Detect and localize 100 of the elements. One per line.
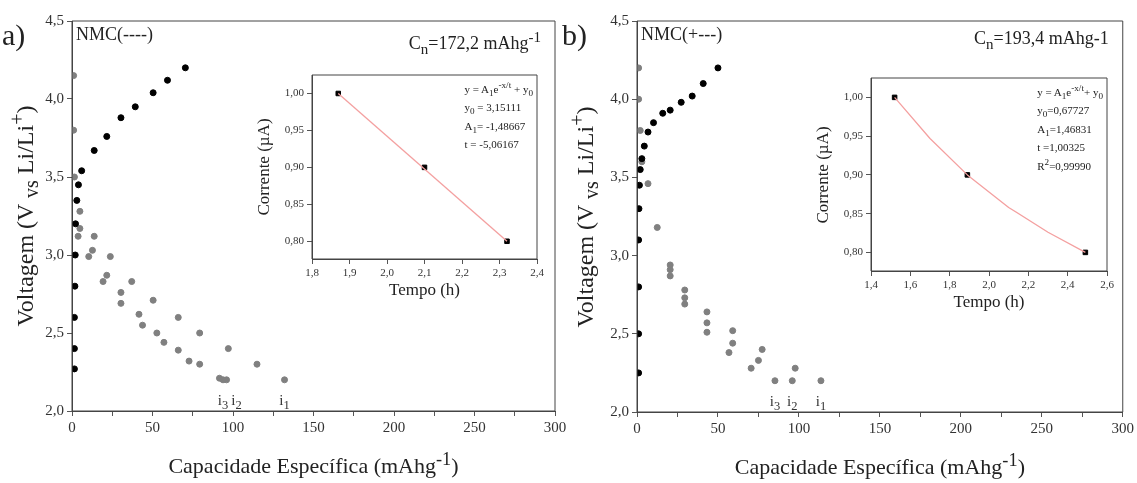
point [117, 288, 125, 296]
point [637, 126, 644, 134]
point [754, 356, 762, 364]
point [149, 89, 157, 97]
point [637, 166, 644, 174]
chart-title: a) [2, 18, 26, 51]
x-tick-label: 200 [382, 418, 406, 435]
x-tick-label: 0 [633, 419, 641, 436]
x-tick-label: 250 [1030, 419, 1054, 436]
y-tick-label: 4,5 [610, 11, 629, 28]
point [153, 329, 161, 337]
point [149, 296, 157, 304]
point [88, 246, 96, 254]
chart-title: b) [562, 18, 587, 51]
point [174, 313, 182, 321]
point [714, 64, 722, 72]
point [699, 80, 707, 88]
point [106, 253, 114, 261]
x-axis-title: Capacidade Específica (mAhg$^{-1}$) [734, 450, 1025, 480]
point [181, 64, 189, 72]
point [223, 376, 231, 384]
y-tick-label: 3,5 [45, 167, 64, 184]
annotation: y = A$_{1}$e$^{-x/t}$ + y$_{0}$ [464, 80, 533, 98]
x-tick-label: 1,9 [342, 266, 357, 279]
series-label: i$_{2}$ [787, 392, 798, 414]
y-tick-label: 1,00 [843, 90, 864, 103]
point [185, 357, 193, 365]
point [681, 286, 689, 294]
point [666, 106, 674, 114]
point [703, 319, 711, 327]
point [640, 142, 648, 150]
annotation: t =1,00325 [1037, 141, 1085, 154]
annotation: C$_{n}$=172,2 mAhg$^{-1}$ [408, 29, 541, 58]
y-tick-label: 0,80 [843, 245, 864, 258]
y-tick-label: 4,5 [45, 11, 64, 28]
point [139, 321, 147, 329]
y-tick-label: 0,85 [843, 206, 864, 219]
point [666, 272, 674, 280]
x-tick-label: 2,1 [417, 266, 432, 279]
x-axis-title: Tempo (h) [388, 280, 461, 300]
point [76, 224, 84, 232]
point [76, 207, 84, 215]
x-tick-label: 1,8 [942, 278, 958, 291]
point [725, 349, 733, 357]
point [196, 329, 204, 337]
x-tick-label: 300 [1111, 419, 1134, 436]
point [681, 294, 689, 302]
point [817, 377, 825, 385]
point [160, 338, 168, 346]
y-tick-label: 0,90 [284, 160, 305, 173]
x-tick-label: 50 [145, 418, 160, 435]
point [85, 253, 93, 261]
x-tick-label: 1,8 [305, 266, 320, 279]
point [659, 109, 667, 117]
point [135, 310, 143, 318]
x-tick-label: 150 [302, 418, 325, 435]
point [73, 196, 81, 204]
point [644, 180, 652, 188]
point [788, 377, 796, 385]
point [281, 376, 289, 384]
x-tick-label: 250 [463, 418, 486, 435]
x-tick-label: 2,2 [1021, 278, 1036, 291]
point [117, 299, 125, 307]
annotation: R$^{2}$=0,99990 [1037, 157, 1092, 172]
y-tick-label: 4,0 [610, 90, 629, 107]
y-tick-label: 2,0 [610, 402, 629, 419]
annotation: NMC(+---) [641, 24, 723, 45]
y-axis-title: Corrente (µA) [812, 125, 833, 224]
y-tick-label: 4,0 [45, 89, 64, 106]
point [131, 103, 139, 111]
y-tick-label: 1,00 [284, 86, 305, 99]
point [703, 328, 711, 336]
point [666, 261, 674, 269]
x-tick-label: 150 [868, 419, 892, 436]
y-tick-label: 3,0 [610, 246, 629, 263]
annotation: C$_{n}$=193,4 mAhg-1 [974, 28, 1109, 53]
point [90, 232, 98, 240]
point [99, 278, 107, 286]
y-axis-title: Corrente (µA) [253, 118, 274, 216]
annotation: t = -5,06167 [464, 138, 519, 151]
point [688, 92, 696, 100]
y-tick-label: 0,80 [284, 234, 305, 247]
series-label: i$_{1}$ [279, 391, 290, 413]
point [224, 345, 232, 353]
annotation: A$_{1}$=1,46831 [1037, 122, 1092, 138]
point [771, 377, 779, 385]
x-tick-label: 1,6 [903, 278, 918, 291]
point [103, 271, 111, 279]
point [128, 278, 136, 286]
y-tick-label: 0,95 [284, 123, 305, 136]
point [653, 223, 661, 231]
x-tick-label: 2,0 [982, 278, 997, 291]
x-tick-label: 2,0 [380, 266, 395, 279]
point [729, 339, 737, 347]
y-tick-label: 3,5 [610, 168, 629, 185]
annotation: NMC(----) [76, 24, 153, 45]
point [644, 128, 652, 136]
x-tick-label: 200 [949, 419, 973, 436]
y-tick-label: 3,0 [45, 245, 64, 262]
x-tick-label: 2,6 [1100, 278, 1115, 291]
